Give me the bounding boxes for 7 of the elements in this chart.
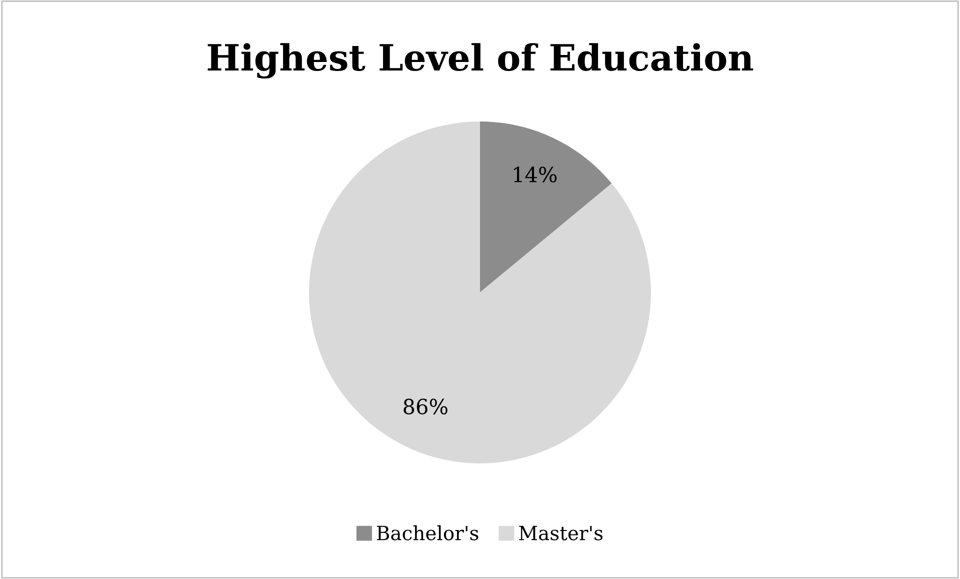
data-label: 86% — [404, 398, 448, 414]
data-label: 14% — [514, 166, 557, 182]
pie-slice — [480, 121, 612, 292]
legend-label: Master's — [519, 526, 603, 540]
legend-label: Bachelor's — [376, 525, 478, 540]
pie-slice — [309, 121, 651, 464]
chart-title: Highest Level of Education — [208, 43, 754, 79]
